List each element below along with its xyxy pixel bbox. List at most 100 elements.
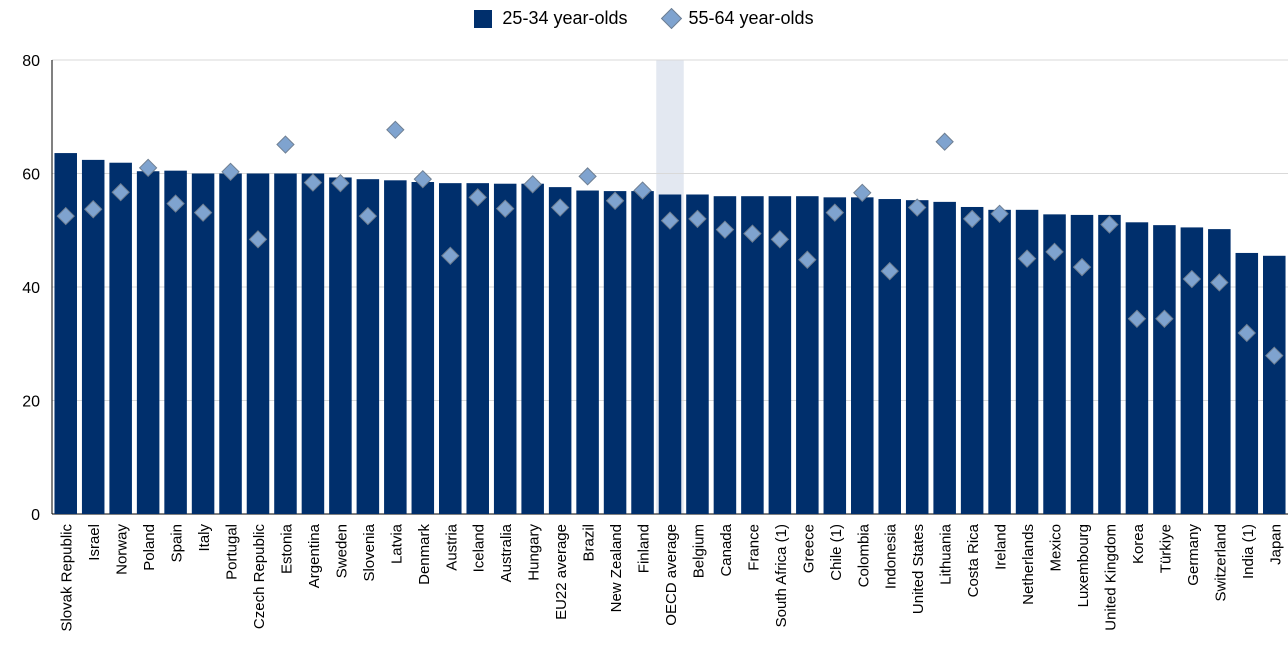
marker-55-64 — [1155, 309, 1174, 328]
x-tick-label: United Kingdom — [1102, 524, 1119, 631]
marker-55-64 — [715, 220, 735, 239]
marker-55-64 — [550, 198, 570, 217]
x-tick-label: Slovak Republic — [59, 524, 76, 632]
marker-55-64 — [990, 204, 1009, 223]
x-tick-label: Poland — [141, 524, 158, 571]
marker-55-64 — [248, 230, 268, 249]
x-tick-label: Portugal — [224, 524, 241, 580]
marker-55-64 — [56, 206, 75, 226]
marker-55-64 — [770, 230, 790, 249]
y-tick-label: 40 — [22, 280, 40, 297]
marker-55-64 — [605, 191, 625, 210]
marker-55-64 — [358, 206, 378, 226]
marker-55-64 — [660, 211, 680, 230]
marker-55-64 — [166, 194, 185, 213]
bar-25-34 — [1125, 222, 1149, 514]
legend-item-25-34: 25-34 year-olds — [474, 8, 628, 29]
marker-55-64 — [111, 183, 130, 202]
x-tick-label: Iceland — [471, 524, 488, 572]
x-tick-label: Argentina — [306, 523, 323, 588]
bar-25-34 — [301, 173, 325, 514]
x-tick-label: Lithuania — [938, 523, 955, 585]
x-tick-label: Czech Republic — [251, 524, 268, 630]
bar-25-34 — [796, 196, 819, 514]
bar-25-34 — [1043, 214, 1066, 515]
bar-25-34 — [411, 182, 435, 514]
bar-25-34 — [548, 187, 572, 514]
x-tick-label: Korea — [1130, 523, 1147, 564]
bar-25-34 — [768, 196, 792, 514]
x-tick-label: Latvia — [388, 523, 405, 564]
bar-25-34 — [109, 162, 132, 514]
x-tick-label: Mexico — [1048, 524, 1065, 572]
bar-25-34 — [246, 173, 270, 514]
x-tick-label: France — [745, 524, 762, 571]
x-tick-label: India (1) — [1240, 524, 1257, 579]
marker-55-64 — [523, 175, 542, 194]
x-tick-label: Belgium — [690, 524, 707, 578]
bar-25-34 — [933, 201, 956, 514]
x-tick-label: Colombia — [855, 523, 872, 587]
marker-55-64 — [880, 261, 899, 281]
bar-25-34 — [54, 153, 77, 514]
x-tick-label: EU22 average — [553, 524, 570, 620]
marker-55-64 — [853, 183, 872, 203]
bar-25-34 — [439, 183, 462, 514]
x-tick-label: Italy — [196, 524, 213, 552]
x-tick-label: Australia — [498, 523, 515, 582]
x-tick-label: Ireland — [993, 524, 1010, 570]
marker-55-64 — [907, 198, 927, 217]
marker-55-64 — [825, 203, 845, 222]
x-tick-label: South Africa (1) — [773, 524, 790, 627]
x-tick-label: Canada — [718, 523, 735, 576]
marker-55-64 — [1127, 309, 1147, 328]
marker-55-64 — [1017, 249, 1037, 268]
x-tick-label: Türkiye — [1157, 524, 1174, 573]
bar-25-34 — [658, 194, 682, 514]
marker-55-64 — [688, 209, 707, 229]
marker-55-64 — [1072, 257, 1092, 277]
marker-55-64 — [1100, 215, 1119, 234]
y-tick-label: 60 — [22, 167, 40, 184]
bar-25-34 — [1070, 214, 1094, 515]
marker-55-64 — [743, 224, 762, 243]
x-tick-label: Estonia — [278, 523, 295, 574]
bar-25-34 — [686, 194, 709, 514]
bar-25-34 — [988, 209, 1011, 514]
bar-25-34 — [219, 173, 242, 514]
marker-55-64 — [468, 188, 487, 207]
x-tick-label: Brazil — [581, 524, 598, 562]
x-tick-label: Israel — [86, 524, 103, 561]
x-tick-label: Norway — [114, 524, 131, 575]
legend-item-55-64: 55-64 year-olds — [660, 7, 814, 30]
legend-label-25-34: 25-34 year-olds — [502, 8, 628, 28]
bar-25-34 — [356, 179, 380, 515]
bar-25-34 — [466, 183, 489, 514]
marker-55-64 — [1210, 273, 1229, 292]
bar-25-34 — [960, 206, 984, 515]
marker-55-64 — [276, 135, 295, 154]
bar-25-34 — [329, 177, 352, 514]
x-tick-label: Japan — [1267, 524, 1284, 565]
marker-55-64 — [633, 181, 652, 200]
x-tick-label: Chile (1) — [828, 524, 845, 581]
marker-55-64 — [1265, 346, 1284, 365]
marker-55-64 — [303, 173, 323, 192]
bar-25-34 — [741, 196, 764, 514]
x-tick-label: New Zealand — [608, 524, 625, 612]
marker-55-64 — [331, 173, 350, 193]
bar-25-34 — [1015, 209, 1039, 514]
marker-55-64 — [413, 169, 433, 189]
x-tick-label: United States — [910, 524, 927, 614]
bar-25-34 — [603, 191, 627, 514]
x-tick-label: Slovenia — [361, 523, 378, 581]
x-tick-label: Netherlands — [1020, 524, 1037, 605]
marker-55-64 — [83, 200, 103, 219]
x-tick-label: Sweden — [333, 524, 350, 578]
bar-25-34 — [576, 190, 599, 514]
y-tick-label: 20 — [22, 394, 40, 411]
bar-25-34 — [1180, 227, 1204, 514]
marker-55-64 — [441, 246, 460, 265]
marker-55-64 — [1237, 323, 1257, 343]
marker-55-64 — [798, 250, 817, 269]
